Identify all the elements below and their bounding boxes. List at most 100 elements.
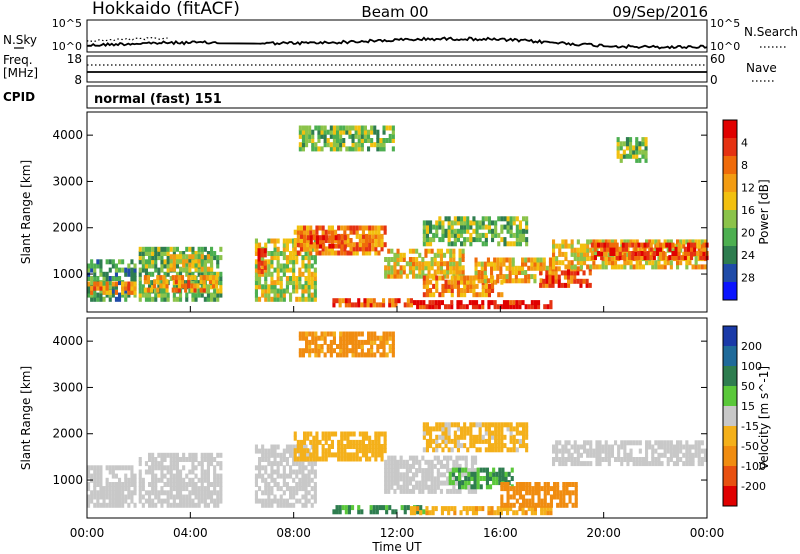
- heatmap-cell: [430, 463, 434, 469]
- heatmap-cell: [651, 264, 655, 270]
- heatmap-cell: [518, 490, 522, 496]
- heatmap-cell: [567, 440, 571, 446]
- heatmap-cell: [384, 257, 388, 262]
- heatmap-cell: [373, 352, 377, 358]
- heatmap-cell: [448, 471, 452, 477]
- heatmap-cell: [219, 498, 223, 504]
- heatmap-cell: [427, 472, 431, 478]
- heatmap-cell: [497, 241, 501, 247]
- heatmap-cell: [422, 228, 426, 234]
- heatmap-cell: [369, 302, 373, 308]
- colorbar-tick-label: 24: [741, 249, 755, 262]
- heatmap-cell: [657, 260, 661, 266]
- heatmap-cell: [499, 510, 503, 516]
- heatmap-cell: [533, 510, 537, 516]
- heatmap-cell: [194, 482, 198, 487]
- heatmap-cell: [568, 482, 572, 487]
- heatmap-cell: [304, 276, 308, 281]
- heatmap-cell: [533, 506, 537, 512]
- heatmap-cell: [148, 292, 152, 298]
- heatmap-cell: [418, 269, 422, 275]
- heatmap-cell: [418, 484, 422, 490]
- heatmap-cell: [321, 435, 325, 441]
- heatmap-cell: [342, 138, 346, 143]
- heatmap-cell: [452, 463, 456, 469]
- heatmap-cell: [188, 259, 192, 265]
- heatmap-cell: [197, 246, 201, 252]
- heatmap-cell: [118, 482, 122, 487]
- heatmap-cell: [427, 484, 431, 490]
- heatmap-cell: [549, 486, 553, 492]
- heatmap-cell: [194, 262, 198, 268]
- heatmap-cell: [491, 232, 495, 238]
- heatmap-cell: [347, 509, 351, 515]
- heatmap-cell: [298, 267, 302, 273]
- heatmap-cell: [429, 241, 433, 247]
- heatmap-cell: [270, 502, 274, 508]
- heatmap-cell: [93, 482, 97, 487]
- heatmap-cell: [549, 510, 553, 516]
- heatmap-cell: [308, 344, 312, 349]
- heatmap-cell: [296, 439, 300, 445]
- heatmap-cell: [657, 457, 661, 462]
- heatmap-cell: [554, 270, 558, 276]
- heatmap-cell: [93, 288, 97, 294]
- heatmap-cell: [93, 469, 97, 475]
- heatmap-cell: [372, 505, 376, 511]
- heatmap-cell: [564, 264, 568, 270]
- heatmap-cell: [182, 457, 186, 462]
- heatmap-cell: [460, 426, 464, 432]
- heatmap-cell: [444, 422, 448, 428]
- heatmap-cell: [494, 279, 498, 285]
- heatmap-cell: [460, 224, 464, 230]
- heatmap-cell: [361, 435, 365, 441]
- heatmap-cell: [267, 498, 271, 504]
- heatmap-cell: [478, 447, 482, 453]
- heatmap-cell: [339, 348, 343, 354]
- heatmap-cell: [307, 263, 311, 269]
- heatmap-cell: [573, 274, 577, 280]
- heatmap-cell: [298, 469, 302, 475]
- heatmap-cell: [332, 129, 336, 135]
- heatmap-cell: [579, 444, 583, 450]
- heatmap-cell: [285, 259, 289, 265]
- heatmap-cell: [313, 498, 317, 504]
- heatmap-cell: [568, 498, 572, 504]
- heatmap-cell: [105, 494, 109, 500]
- heatmap-cell: [133, 281, 137, 287]
- heatmap-cell: [555, 440, 559, 446]
- heatmap-cell: [385, 138, 389, 143]
- heatmap-cell: [669, 260, 673, 266]
- heatmap-cell: [419, 510, 423, 516]
- heatmap-cell: [690, 251, 694, 256]
- heatmap-cell: [347, 302, 351, 308]
- heatmap-cell: [349, 439, 353, 445]
- heatmap-cell: [645, 461, 649, 467]
- heatmap-cell: [543, 486, 547, 492]
- heatmap-cell: [530, 304, 534, 310]
- heatmap-cell: [617, 457, 621, 462]
- heatmap-cell: [369, 509, 373, 515]
- heatmap-cell: [382, 335, 386, 341]
- heatmap-cell: [138, 255, 142, 261]
- heatmap-cell: [651, 239, 655, 245]
- heatmap-cell: [427, 265, 431, 271]
- heatmap-cell: [378, 302, 382, 308]
- heatmap-cell: [617, 452, 621, 458]
- heatmap-cell: [567, 260, 571, 266]
- heatmap-cell: [267, 251, 271, 256]
- heatmap-cell: [524, 274, 528, 280]
- heatmap-cell: [477, 270, 481, 275]
- heatmap-cell: [503, 241, 507, 247]
- heatmap-cell: [172, 296, 176, 302]
- heatmap-cell: [474, 455, 478, 461]
- heatmap-cell: [202, 283, 206, 289]
- heatmap-cell: [679, 457, 683, 462]
- heatmap-cell: [384, 480, 388, 486]
- heatmap-cell: [666, 239, 670, 245]
- heatmap-cell: [694, 264, 698, 270]
- heatmap-cell: [463, 422, 467, 428]
- heatmap-cell: [254, 490, 258, 496]
- heatmap-cell: [127, 271, 131, 277]
- heatmap-cell: [660, 452, 664, 458]
